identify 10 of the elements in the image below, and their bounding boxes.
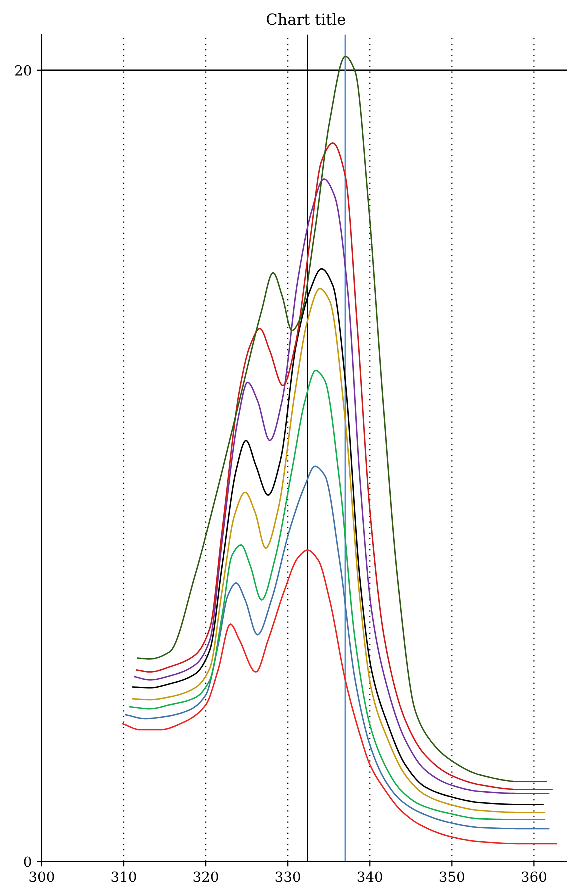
- chart-title: Chart title: [267, 13, 346, 26]
- x-tick-label: 310: [112, 872, 136, 882]
- x-tick-label: 330: [276, 872, 300, 882]
- y-tick-label: 20: [16, 65, 32, 76]
- y-tick-label: 0: [24, 856, 32, 868]
- x-tick-label: 350: [440, 872, 464, 882]
- x-tick-label: 320: [194, 872, 218, 882]
- x-tick-label: 300: [30, 872, 54, 882]
- x-tick-label: 340: [358, 872, 382, 882]
- x-tick-label: 360: [522, 872, 547, 882]
